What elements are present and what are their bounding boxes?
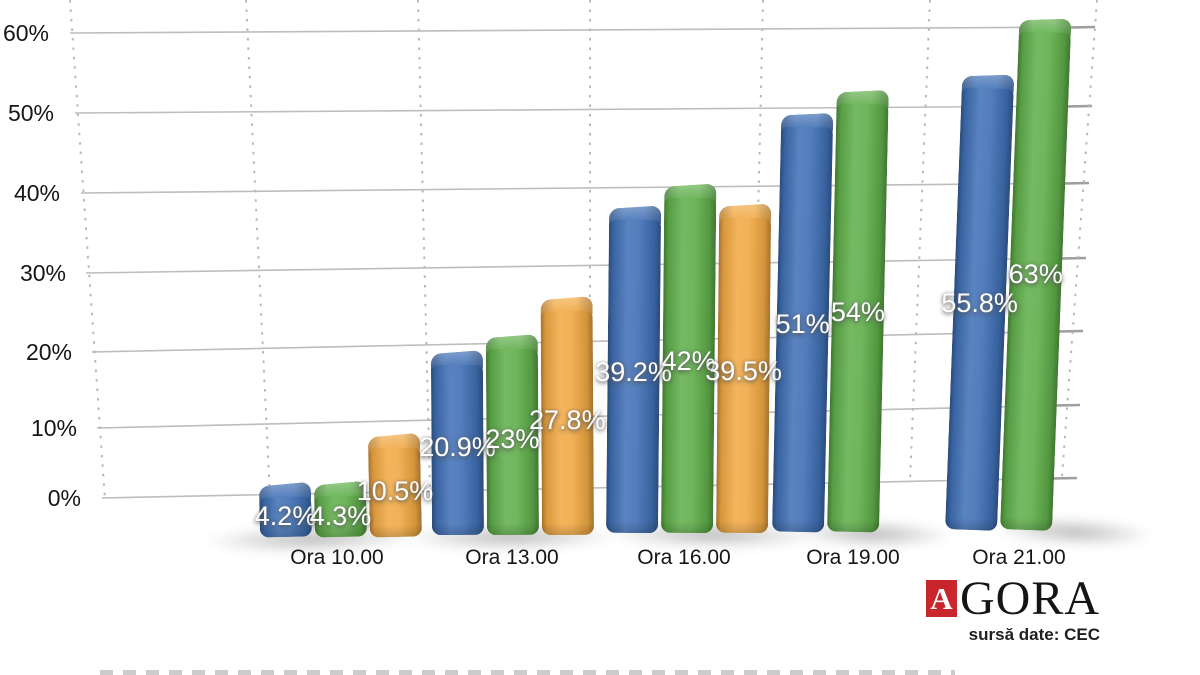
bar-value-label: 10.5% [356,476,434,506]
x-category-label: Ora 10.00 [290,546,384,569]
axis-tick [1060,181,1090,185]
bar-value-label: 54% [830,297,885,327]
bar-value-label: 39.5% [705,356,782,386]
cropped-caption-strip [100,670,955,675]
bar-value-label: 20.9% [419,432,496,463]
bar-value-label: 51% [775,309,830,339]
data-source-label: sursă date: CEC [968,625,1100,644]
x-category-label: Ora 21.00 [972,546,1066,569]
bar-value-label: 39.2% [595,357,672,388]
gridline [69,26,1094,34]
x-category-label: Ora 13.00 [465,546,559,569]
axis-tick [1057,256,1087,260]
y-tick-label: 60% [2,20,49,46]
category-separator [909,0,931,482]
bar-value-label: 4.2% [254,501,317,532]
axis-tick [1063,104,1093,108]
gridline [85,257,1085,274]
bar-value-label: 55.8% [941,287,1018,318]
y-tick-label: 0% [47,485,81,511]
axis-tick [1066,25,1096,29]
y-tick-label: 10% [30,415,77,441]
bar-value-label: 42% [661,346,716,376]
agora-logo-mark: A [925,580,957,617]
category-separator [1061,0,1098,478]
bar-value-label: 63% [1008,259,1063,289]
axis-tick [1054,329,1084,333]
category-separator [417,0,431,493]
agora-logo-text: GORA [959,572,1100,625]
bar-value-label: 4.3% [309,500,372,531]
gridline [80,182,1088,194]
y-tick-label: 20% [25,339,72,365]
y-tick-label: 50% [7,100,54,126]
bar-value-label: 27.8% [529,404,606,435]
agora-branding: A GORA sursă date: CEC [925,572,1100,645]
y-tick-label: 40% [13,180,60,206]
x-category-label: Ora 19.00 [806,546,900,569]
bar-value-label: 23% [485,424,540,454]
gridline [74,105,1091,114]
x-category-label: Ora 16.00 [637,546,731,569]
y-tick-label: 30% [19,260,66,286]
category-separator [245,0,271,497]
agora-logo: A GORA [925,572,1100,625]
